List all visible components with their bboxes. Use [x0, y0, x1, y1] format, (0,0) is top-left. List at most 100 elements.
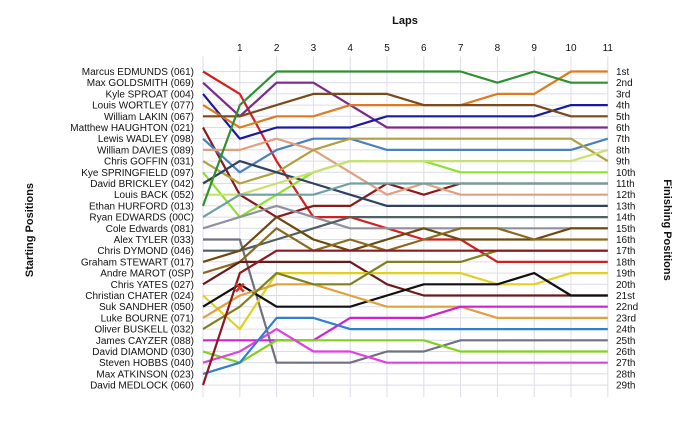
series-line — [203, 92, 608, 118]
finishing-position-labels: 1st2nd3rd4th5th6th7th8th9th10th11th12th1… — [616, 67, 638, 392]
finishing-label: 10th — [616, 168, 635, 179]
series-line — [202, 70, 608, 129]
driver-label: David BRICKLEY (042) — [90, 179, 194, 190]
finishing-label: 23rd — [616, 313, 636, 324]
finishing-label: 14th — [616, 213, 635, 224]
driver-label: Christian CHATER (024) — [85, 291, 194, 302]
finishing-label: 26th — [616, 347, 635, 358]
series-line — [202, 137, 609, 185]
series-line — [203, 216, 608, 252]
driver-label: Chris DYMOND (046) — [97, 246, 194, 257]
finishing-label: 2nd — [616, 78, 633, 89]
finishing-label: 1st — [616, 67, 630, 78]
retired-marker-stroke — [234, 282, 245, 293]
driver-label: Marcus EDMUNDS (061) — [82, 67, 194, 78]
x-tick-label: 4 — [347, 43, 353, 54]
series-line — [202, 160, 608, 207]
finishing-label: 18th — [616, 257, 635, 268]
series-line — [202, 137, 609, 174]
finishing-label: 28th — [616, 369, 635, 380]
driver-label: Louis BACK (052) — [114, 190, 194, 201]
driver-label: Alex TYLER (033) — [114, 235, 194, 246]
x-tick-label: 5 — [384, 43, 390, 54]
driver-label: Oliver BUSKELL (032) — [94, 325, 194, 336]
series-line — [203, 148, 609, 196]
x-tick-labels: 1 2 3 4 5 6 7 8 9 10 11 — [237, 43, 613, 54]
driver-label: James CAYZER (088) — [96, 336, 194, 347]
x-tick-label: 1 — [237, 43, 243, 54]
driver-label: Ryan EDWARDS (00C) — [89, 213, 194, 224]
finishing-label: 24th — [616, 325, 635, 336]
driver-label: Louis WORTLEY (077) — [92, 101, 194, 112]
driver-label: Andre MAROT (0SP) — [100, 269, 194, 280]
series-line — [203, 238, 608, 364]
retired-marker — [234, 282, 245, 293]
driver-label: David MEDLOCK (060) — [90, 381, 194, 392]
series-line — [202, 272, 608, 331]
x-tick-label: 6 — [421, 43, 427, 54]
series-line — [202, 272, 608, 308]
finishing-label: 20th — [616, 280, 635, 291]
finishing-label: 15th — [616, 224, 635, 235]
finishing-label: 6th — [616, 123, 630, 134]
driver-label: Graham STEWART (017) — [81, 257, 194, 268]
finishing-label: 17th — [616, 246, 635, 257]
driver-label: Cole Edwards (081) — [106, 224, 194, 235]
finishing-label: 9th — [616, 157, 630, 168]
finishing-label: 5th — [616, 112, 630, 123]
x-tick-label: 8 — [495, 43, 501, 54]
driver-label: Max ATKINSON (023) — [96, 369, 194, 380]
y-axis-left-label: Starting Positions — [24, 183, 36, 277]
series-line — [202, 81, 608, 129]
driver-label: Ethan HURFORD (013) — [89, 201, 194, 212]
series-line — [203, 137, 608, 196]
series-line — [202, 182, 608, 219]
chart-title: Laps — [392, 15, 418, 27]
finishing-label: 21st — [616, 291, 635, 302]
finishing-label: 4th — [616, 101, 630, 112]
finishing-label: 3rd — [616, 89, 630, 100]
finishing-label: 12th — [616, 190, 635, 201]
series-line — [202, 328, 608, 364]
finishing-label: 16th — [616, 235, 635, 246]
finishing-label: 8th — [616, 145, 630, 156]
y-axis-right-label: Finishing Positions — [661, 179, 673, 280]
driver-label: David DIAMOND (030) — [92, 347, 194, 358]
driver-label: Suk SANDHER (050) — [99, 302, 194, 313]
finishing-label: 27th — [616, 358, 635, 369]
starting-position-labels: Marcus EDMUNDS (061)Max GOLDSMITH (069)K… — [70, 67, 194, 392]
x-tick-label: 3 — [311, 43, 317, 54]
finishing-label: 11th — [616, 179, 635, 190]
series-line — [202, 204, 608, 230]
x-tick-label: 10 — [565, 43, 577, 54]
driver-label: Chris YATES (027) — [111, 280, 194, 291]
driver-label: Luke BOURNE (071) — [101, 313, 194, 324]
driver-label: Chris GOFFIN (031) — [104, 157, 194, 168]
series-line — [201, 70, 608, 207]
grid — [202, 56, 609, 398]
driver-label: Max GOLDSMITH (069) — [87, 78, 194, 89]
series-line — [202, 316, 608, 375]
driver-label: Kye SPRINGFIELD (097) — [81, 168, 194, 179]
driver-label: Kyle SPROAT (004) — [105, 89, 194, 100]
series-line — [202, 93, 608, 140]
series-lines — [201, 70, 609, 386]
finishing-label: 22nd — [616, 302, 638, 313]
driver-label: Matthew HAUGHTON (021) — [70, 123, 194, 134]
x-tick-label: 9 — [531, 43, 537, 54]
series-line — [202, 227, 608, 275]
series-line — [202, 339, 608, 364]
driver-label: William LAKIN (067) — [104, 112, 194, 123]
x-tick-label: 2 — [274, 43, 280, 54]
x-tick-label: 11 — [603, 43, 614, 54]
series-line — [201, 249, 608, 386]
finishing-label: 7th — [616, 134, 630, 145]
driver-label: William DAVIES (089) — [97, 145, 194, 156]
driver-label: Lewis WADLEY (098) — [98, 134, 194, 145]
finishing-label: 19th — [616, 269, 635, 280]
driver-label: Steven HOBBS (040) — [99, 358, 194, 369]
series-line — [202, 216, 608, 263]
x-tick-label: 7 — [458, 43, 464, 54]
finishing-label: 13th — [616, 201, 635, 212]
